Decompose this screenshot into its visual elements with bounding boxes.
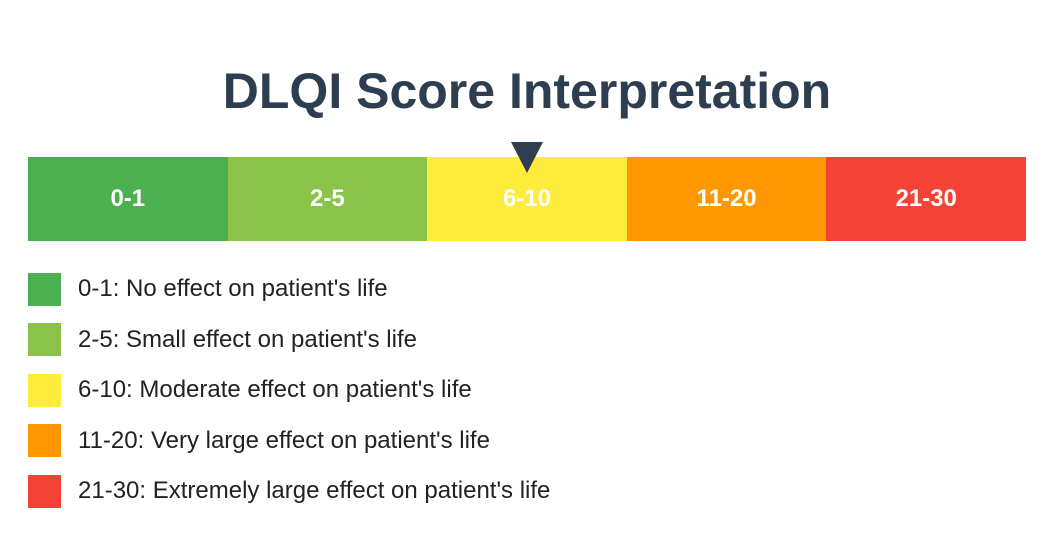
legend-swatch [28, 373, 61, 407]
legend-item: 11-20: Very large effect on patient's li… [28, 424, 550, 458]
legend-item: 2-5: Small effect on patient's life [28, 323, 550, 357]
legend-label: 6-10: Moderate effect on patient's life [78, 376, 472, 403]
segment-label: 21-30 [895, 185, 957, 212]
legend-swatch [28, 272, 61, 306]
segment-label: 11-20 [696, 185, 757, 212]
page-title: DLQI Score Interpretation [222, 63, 832, 119]
segment-label: 6-10 [502, 185, 551, 212]
legend-item: 0-1: No effect on patient's life [28, 272, 550, 306]
legend-swatch [28, 474, 61, 508]
scale-segment-2-5: 2-5 [227, 157, 428, 241]
segment-label: 0-1 [110, 185, 146, 212]
legend-item: 21-30: Extremely large effect on patient… [28, 474, 550, 508]
score-scale-bar: 0-1 2-5 6-10 11-20 21-30 [28, 157, 1026, 241]
scale-segment-11-20: 11-20 [626, 157, 827, 241]
legend-item: 6-10: Moderate effect on patient's life [28, 373, 550, 407]
legend-label: 21-30: Extremely large effect on patient… [78, 477, 551, 504]
legend-label: 2-5: Small effect on patient's life [78, 325, 417, 353]
scale-segment-0-1: 0-1 [28, 157, 228, 241]
legend-swatch [28, 424, 61, 457]
legend-swatch [28, 323, 61, 356]
legend: 0-1: No effect on patient's life 2-5: Sm… [28, 272, 550, 525]
triangle-down-icon [511, 142, 543, 173]
legend-label: 11-20: Very large effect on patient's li… [78, 426, 490, 454]
scale-segment-21-30: 21-30 [826, 157, 1026, 241]
legend-label: 0-1: No effect on patient's life [78, 275, 388, 302]
segment-label: 2-5 [310, 185, 345, 212]
